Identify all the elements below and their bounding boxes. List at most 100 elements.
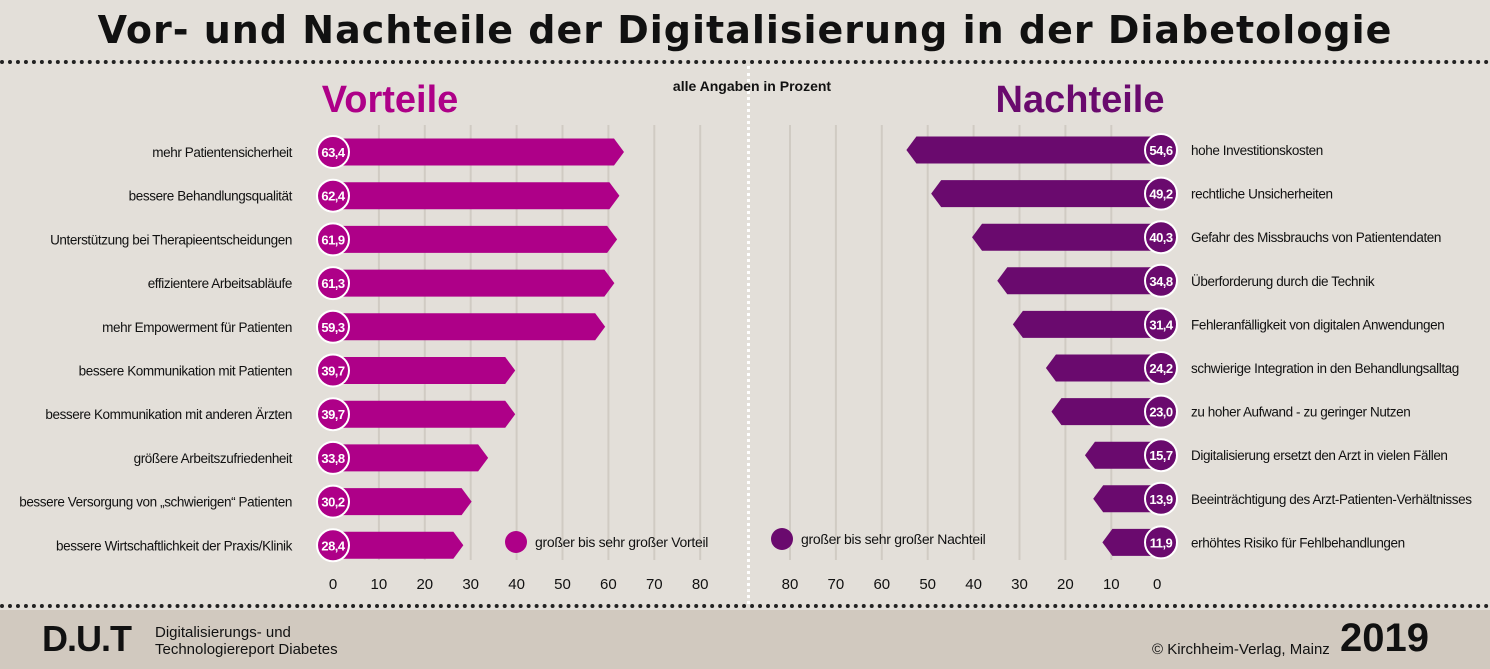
footer: D.U.T Digitalisierungs- und Technologier…: [0, 610, 1490, 669]
data-label: 33,8: [321, 451, 345, 466]
x-tick-label: 40: [508, 576, 525, 593]
year: 2019: [1340, 616, 1429, 660]
footer-line-2: Technologiereport Diabetes: [155, 641, 338, 658]
legend-swatch-nachteil: [771, 528, 793, 550]
category-label: mehr Patientensicherheit: [152, 145, 292, 160]
page-title: Vor- und Nachteile der Digitalisierung i…: [97, 8, 1393, 52]
category-label: hohe Investitionskosten: [1191, 143, 1323, 158]
nachteil-bar: [906, 136, 1157, 164]
value-badge: [1144, 351, 1178, 385]
value-badge: [1144, 481, 1178, 516]
value-badge: [316, 266, 350, 301]
vorteil-bar: [333, 225, 618, 253]
legend-label-nachteil: großer bis sehr großer Nachteil: [801, 531, 986, 547]
value-badge: [316, 353, 350, 388]
legend-swatch-vorteil: [505, 531, 527, 553]
value-badge: [316, 222, 350, 257]
value-badge: [316, 528, 350, 563]
vorteil-bar: [333, 182, 620, 210]
nachteil-bar: [1045, 354, 1157, 382]
title-divider: [0, 60, 1490, 64]
category-label: bessere Behandlungsqualität: [129, 189, 293, 204]
x-tick-label: 0: [1153, 576, 1161, 593]
x-tick-label: 0: [329, 576, 337, 593]
vorteil-bar: [333, 400, 516, 428]
data-label: 59,3: [321, 320, 345, 335]
data-label: 39,7: [321, 407, 345, 422]
category-label: Unterstützung bei Therapieentscheidungen: [50, 232, 292, 247]
chart: Vorteile Nachteile alle Angaben in Proze…: [19, 78, 1472, 593]
x-tick-label: 70: [646, 576, 663, 593]
value-badge: [316, 484, 350, 519]
footer-line-1: Digitalisierungs- und: [155, 624, 291, 641]
data-label: 49,2: [1149, 187, 1173, 202]
data-label: 63,4: [321, 145, 346, 160]
data-label: 13,9: [1149, 492, 1173, 507]
category-label: größere Arbeitszufriedenheit: [134, 451, 293, 466]
value-badge: [1144, 176, 1178, 211]
category-label: bessere Kommunikation mit anderen Ärzten: [45, 407, 292, 422]
dut-logo: D.U.T: [42, 618, 132, 659]
data-label: 34,8: [1149, 274, 1173, 289]
value-badge: [316, 397, 350, 432]
value-badge: [1144, 525, 1178, 560]
category-label: bessere Kommunikation mit Patienten: [79, 364, 292, 379]
value-badge: [316, 440, 350, 475]
x-tick-label: 80: [782, 576, 799, 593]
units-note: alle Angaben in Prozent: [673, 78, 832, 94]
data-label: 40,3: [1149, 230, 1173, 245]
category-label: zu hoher Aufwand - zu geringer Nutzen: [1191, 405, 1410, 420]
data-label: 30,2: [321, 495, 345, 510]
x-tick-label: 30: [1011, 576, 1028, 593]
category-label: mehr Empowerment für Patienten: [102, 320, 292, 335]
category-label: effizientere Arbeitsabläufe: [148, 276, 292, 291]
x-tick-label: 20: [416, 576, 433, 593]
x-tick-label: 40: [965, 576, 982, 593]
vorteil-bar: [333, 357, 516, 384]
vorteile-title: Vorteile: [322, 79, 459, 121]
x-tick-label: 10: [371, 576, 388, 593]
nachteil-bar: [1093, 485, 1157, 513]
vorteil-bar: [333, 444, 489, 472]
category-label: Fehleranfälligkeit von digitalen Anwendu…: [1191, 317, 1444, 332]
category-label: Gefahr des Missbrauchs von Patientendate…: [1191, 230, 1441, 245]
vorteil-bar: [333, 269, 615, 297]
value-badge: [316, 135, 350, 169]
vorteil-bar: [333, 138, 625, 166]
value-badge: [316, 178, 350, 213]
nachteil-bar: [1102, 528, 1157, 556]
data-label: 61,9: [321, 232, 345, 247]
vorteil-bar: [333, 313, 606, 341]
x-tick-label: 50: [554, 576, 571, 593]
vorteil-bar: [333, 531, 464, 559]
nachteil-bar: [931, 180, 1157, 208]
category-label: Digitalisierung ersetzt den Arzt in viel…: [1191, 448, 1448, 463]
legend-label-vorteil: großer bis sehr großer Vorteil: [535, 534, 708, 550]
category-label: schwierige Integration in den Behandlung…: [1191, 361, 1459, 376]
category-label: Überforderung durch die Technik: [1191, 274, 1375, 289]
value-badge: [1144, 394, 1178, 429]
value-badge: [1144, 307, 1178, 342]
nachteil-bar: [997, 267, 1157, 295]
nachteil-bar: [1084, 441, 1157, 469]
data-label: 39,7: [321, 364, 345, 379]
data-label: 28,4: [321, 538, 346, 553]
category-label: bessere Versorgung von „schwierigen“ Pat…: [19, 495, 292, 510]
nachteil-bar: [1012, 310, 1157, 338]
data-label: 15,7: [1149, 448, 1173, 463]
x-tick-label: 70: [828, 576, 845, 593]
value-badge: [1144, 438, 1178, 473]
value-badge: [1144, 220, 1178, 255]
x-tick-label: 60: [600, 576, 617, 593]
data-label: 24,2: [1149, 361, 1173, 376]
category-label: rechtliche Unsicherheiten: [1191, 187, 1333, 202]
x-tick-label: 60: [873, 576, 890, 593]
nachteile-title: Nachteile: [996, 79, 1165, 121]
value-badge: [1144, 263, 1178, 298]
data-label: 31,4: [1149, 317, 1174, 332]
value-badge: [316, 309, 350, 344]
data-label: 61,3: [321, 276, 345, 291]
data-label: 62,4: [321, 189, 346, 204]
x-tick-label: 50: [919, 576, 936, 593]
data-label: 23,0: [1149, 405, 1173, 420]
